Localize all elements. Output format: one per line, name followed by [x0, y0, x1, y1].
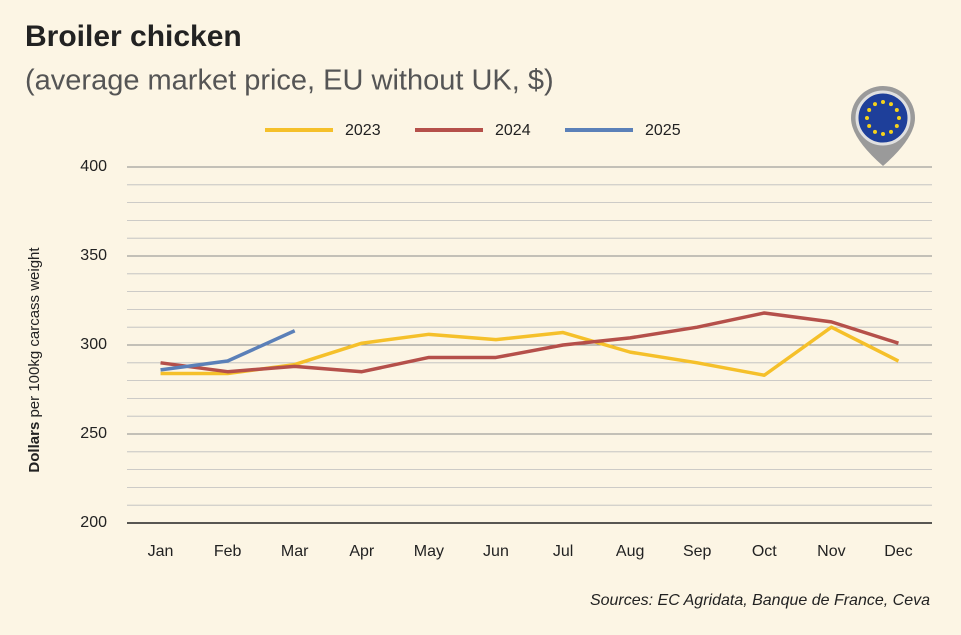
y-tick-label: 250 — [80, 425, 107, 442]
eu-star — [894, 108, 899, 112]
eu-star — [867, 124, 872, 128]
legend-label: 2024 — [495, 122, 531, 139]
eu-pin — [851, 86, 915, 166]
legend-label: 2023 — [345, 122, 381, 139]
series-line — [160, 329, 296, 372]
series-line — [160, 311, 899, 374]
source: Sources: EC Agridata, Banque de France, … — [590, 592, 930, 609]
chart-title: Broiler chicken — [25, 20, 242, 53]
eu-star — [889, 129, 893, 134]
y-tick-label: 300 — [80, 336, 107, 353]
x-tick-label: Mar — [281, 543, 309, 560]
eu-star — [881, 100, 885, 104]
x-tick-label: May — [414, 543, 444, 560]
eu-star — [889, 102, 893, 107]
eu-star — [873, 102, 877, 107]
y-axis-label-bold: Dollars — [26, 422, 43, 473]
x-tick-label: Dec — [884, 543, 912, 560]
y-axis-label: Dollars per 100kg carcass weight — [26, 247, 43, 473]
eu-star — [894, 124, 899, 128]
y-tick-label: 200 — [80, 514, 107, 531]
x-tick-label: Jan — [148, 543, 174, 560]
x-tick-label: Feb — [214, 543, 242, 560]
eu-star — [881, 132, 885, 136]
eu-star — [897, 116, 901, 120]
eu-star — [867, 108, 872, 112]
eu-star — [873, 129, 877, 134]
x-tick-label: Jun — [483, 543, 509, 560]
x-tick-label: Apr — [349, 543, 375, 560]
y-axis-label-rest: per 100kg carcass weight — [26, 247, 43, 418]
x-tick-label: Aug — [616, 543, 644, 560]
chart-subtitle: (average market price, EU without UK, $) — [25, 65, 554, 97]
eu-stars — [865, 100, 901, 136]
x-tick-label: Nov — [817, 543, 845, 560]
y-tick-label: 350 — [80, 247, 107, 264]
x-tick-label: Jul — [553, 543, 573, 560]
eu-flag — [855, 90, 911, 146]
eu-star — [865, 116, 869, 120]
x-tick-label: Oct — [752, 543, 777, 560]
x-tick-label: Sep — [683, 543, 712, 560]
y-tick-label: 400 — [80, 158, 107, 175]
legend-label: 2025 — [645, 122, 681, 139]
